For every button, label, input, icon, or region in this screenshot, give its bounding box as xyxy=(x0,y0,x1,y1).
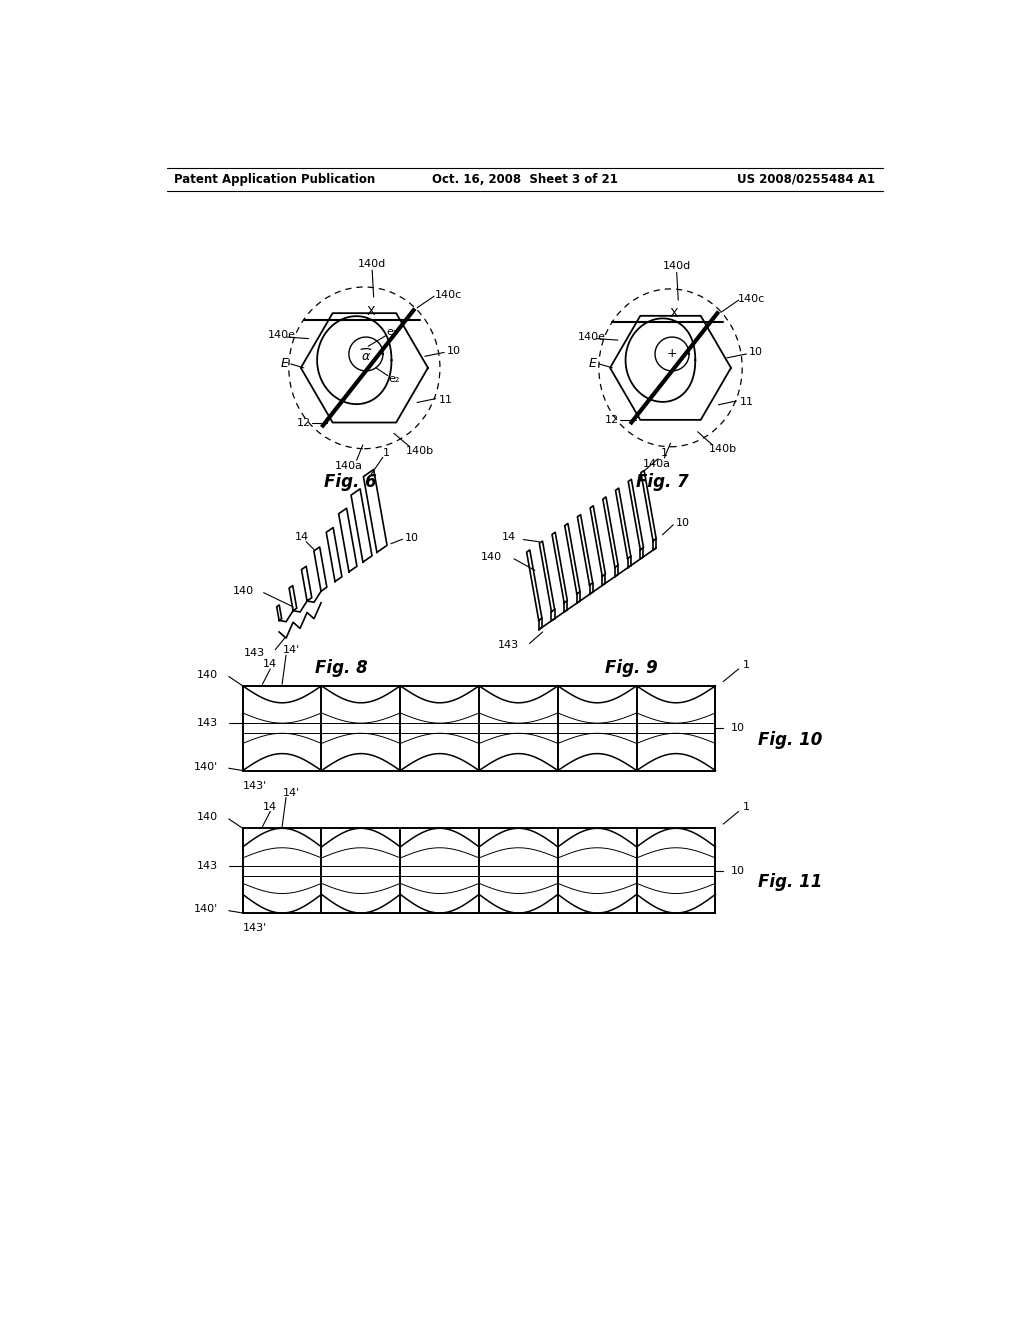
Text: 10: 10 xyxy=(404,532,419,543)
Text: 14: 14 xyxy=(502,532,515,543)
Text: 140d: 140d xyxy=(663,261,691,271)
Text: 140e: 140e xyxy=(578,333,605,342)
Text: 14: 14 xyxy=(263,659,278,669)
Text: 140b: 140b xyxy=(407,446,434,455)
Text: 1: 1 xyxy=(743,660,750,669)
Text: 143: 143 xyxy=(197,861,218,871)
Text: 140: 140 xyxy=(197,671,218,680)
Text: E: E xyxy=(281,358,289,371)
Text: 10: 10 xyxy=(749,347,763,358)
Text: Oct. 16, 2008  Sheet 3 of 21: Oct. 16, 2008 Sheet 3 of 21 xyxy=(432,173,617,186)
Text: Fig. 10: Fig. 10 xyxy=(758,731,822,748)
Text: 140e: 140e xyxy=(267,330,296,341)
Text: 10: 10 xyxy=(731,723,744,733)
Text: 140b: 140b xyxy=(710,444,737,454)
Text: X: X xyxy=(367,305,375,318)
Text: e₁: e₁ xyxy=(387,326,398,337)
Text: 1: 1 xyxy=(743,803,750,812)
Text: α: α xyxy=(361,350,370,363)
Text: 1: 1 xyxy=(383,449,390,458)
Text: Fig. 11: Fig. 11 xyxy=(758,874,822,891)
Text: +: + xyxy=(667,347,677,360)
Text: 10: 10 xyxy=(676,519,690,528)
Text: 140c: 140c xyxy=(434,289,462,300)
Text: 12: 12 xyxy=(297,418,311,428)
Text: X: X xyxy=(670,306,679,319)
Text: 140': 140' xyxy=(194,762,218,772)
Text: 140c: 140c xyxy=(738,293,766,304)
Text: 10: 10 xyxy=(446,346,461,356)
Text: E: E xyxy=(589,358,597,371)
Text: e₂: e₂ xyxy=(388,375,399,384)
Text: Patent Application Publication: Patent Application Publication xyxy=(174,173,376,186)
Text: Fig. 8: Fig. 8 xyxy=(314,659,368,677)
Text: 11: 11 xyxy=(739,397,754,408)
Text: 140: 140 xyxy=(197,812,218,822)
Text: 14': 14' xyxy=(283,788,300,797)
Text: 14: 14 xyxy=(263,801,278,812)
Text: 1: 1 xyxy=(660,449,668,458)
Text: 140': 140' xyxy=(194,904,218,915)
Text: 12: 12 xyxy=(605,416,620,425)
Text: Fig. 9: Fig. 9 xyxy=(605,659,658,677)
Text: 143: 143 xyxy=(197,718,218,729)
Text: 14': 14' xyxy=(283,645,300,656)
Text: 143: 143 xyxy=(499,640,519,649)
Text: 10: 10 xyxy=(731,866,744,875)
Text: 140a: 140a xyxy=(642,459,671,469)
Text: Fig. 7: Fig. 7 xyxy=(636,473,688,491)
Text: 140: 140 xyxy=(233,586,254,597)
Text: 143': 143' xyxy=(243,924,266,933)
Text: 143: 143 xyxy=(244,648,265,657)
Text: 11: 11 xyxy=(438,395,453,405)
Text: US 2008/0255484 A1: US 2008/0255484 A1 xyxy=(737,173,876,186)
Text: 140: 140 xyxy=(480,552,502,562)
Text: 140d: 140d xyxy=(358,259,386,269)
Text: 14: 14 xyxy=(295,532,309,543)
Text: Fig. 6: Fig. 6 xyxy=(324,473,377,491)
Text: 140a: 140a xyxy=(335,462,362,471)
Text: 143': 143' xyxy=(243,781,266,791)
